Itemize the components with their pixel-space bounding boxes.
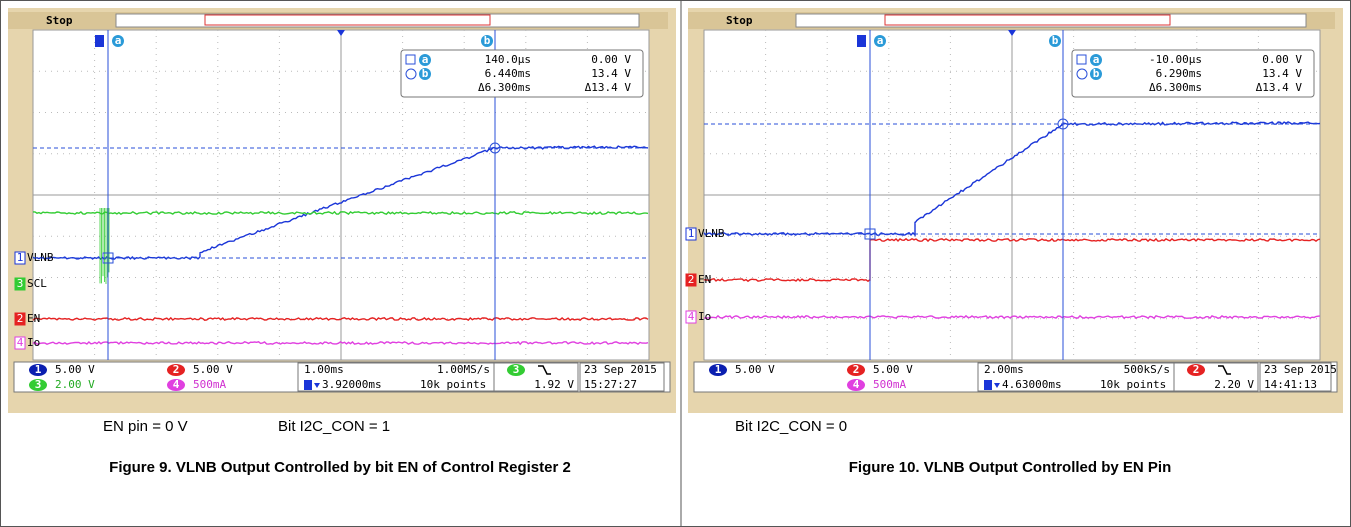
scale-id: 1 xyxy=(715,363,722,376)
readout-tag-label: a xyxy=(422,53,429,66)
trigger-channel: 3 xyxy=(513,363,520,376)
channel-number: 3 xyxy=(17,277,24,290)
status: Stop xyxy=(46,14,73,27)
readout-time: -10.00µs xyxy=(1149,53,1202,66)
cursor-tag-label: a xyxy=(877,34,884,47)
timebase: 1.00ms xyxy=(304,363,344,376)
scale-id: 2 xyxy=(173,363,180,376)
scale-value: 500mA xyxy=(193,378,226,391)
readout-volt: 0.00 V xyxy=(1262,53,1302,66)
trigger-level: 1.92 V xyxy=(534,378,574,391)
scale-value: 5.00 V xyxy=(873,363,913,376)
status: Stop xyxy=(726,14,753,27)
time: 15:27:27 xyxy=(584,378,637,391)
readout-volt: Δ13.4 V xyxy=(585,81,632,94)
scale-id: 1 xyxy=(35,363,42,376)
channel-label: EN xyxy=(698,273,711,286)
readout-tag-label: b xyxy=(1093,67,1100,80)
scale-id: 2 xyxy=(853,363,860,376)
position: 3.92000ms xyxy=(322,378,382,391)
readout-time: 140.0µs xyxy=(485,53,531,66)
channel-number: 2 xyxy=(17,312,24,325)
scale-id: 4 xyxy=(173,378,180,391)
readout-time: Δ6.300ms xyxy=(478,81,531,94)
readout-time: 6.440ms xyxy=(485,67,531,80)
date: 23 Sep 2015 xyxy=(1264,363,1337,376)
trigger-level: 2.20 V xyxy=(1214,378,1254,391)
condition-note: EN pin = 0 V xyxy=(103,418,188,435)
scale-value: 500mA xyxy=(873,378,906,391)
trigger-channel: 2 xyxy=(1193,363,1200,376)
readout-tag-label: b xyxy=(422,67,429,80)
date: 23 Sep 2015 xyxy=(584,363,657,376)
readout-volt: 13.4 V xyxy=(591,67,631,80)
condition-note: Bit I2C_CON = 1 xyxy=(278,418,390,435)
position: 4.63000ms xyxy=(1002,378,1062,391)
scale-id: 3 xyxy=(35,378,42,391)
trigger-tag xyxy=(857,35,866,47)
channel-label: EN xyxy=(27,312,40,325)
channel-number: 1 xyxy=(17,251,24,264)
timebase: 2.00ms xyxy=(984,363,1024,376)
scale-value: 5.00 V xyxy=(735,363,775,376)
trigger-tag xyxy=(95,35,104,47)
scale-id: 4 xyxy=(853,378,860,391)
channel-number: 4 xyxy=(688,310,695,323)
cursor-tag-label: b xyxy=(1052,34,1059,47)
scale-value: 5.00 V xyxy=(55,363,95,376)
channel-label: Io xyxy=(698,310,711,323)
scope-capture: Stop1VLNB3SCL2EN4Ioabab140.0µs0.00 V6.44… xyxy=(8,8,676,413)
channel-label: SCL xyxy=(27,277,47,290)
scale-value: 2.00 V xyxy=(55,378,95,391)
readout-volt: 13.4 V xyxy=(1262,67,1302,80)
condition-note: Bit I2C_CON = 0 xyxy=(735,418,847,435)
channel-number: 4 xyxy=(17,336,24,349)
time: 14:41:13 xyxy=(1264,378,1317,391)
channel-label: Io xyxy=(27,336,40,349)
scale-value: 5.00 V xyxy=(193,363,233,376)
scope-capture: Stop1VLNB2EN4Ioabab-10.00µs0.00 V6.290ms… xyxy=(686,8,1343,413)
readout-volt: Δ13.4 V xyxy=(1256,81,1303,94)
page: {"panels": [ {"figure": {"status": "Stop… xyxy=(0,0,1351,527)
cursor-tag-label: a xyxy=(115,34,122,47)
figure-caption: Figure 9. VLNB Output Controlled by bit … xyxy=(60,457,620,478)
channel-number: 2 xyxy=(688,273,695,286)
readout-tag-label: a xyxy=(1093,53,1100,66)
record-length: 10k points xyxy=(1100,378,1166,391)
sample-rate: 500kS/s xyxy=(1124,363,1170,376)
readout-volt: 0.00 V xyxy=(591,53,631,66)
readout-time: 6.290ms xyxy=(1156,67,1202,80)
record-length: 10k points xyxy=(420,378,486,391)
sample-rate: 1.00MS/s xyxy=(437,363,490,376)
figure-caption: Figure 10. VLNB Output Controlled by EN … xyxy=(700,457,1320,478)
cursor-tag-label: b xyxy=(484,34,491,47)
readout-time: Δ6.300ms xyxy=(1149,81,1202,94)
channel-number: 1 xyxy=(688,227,695,240)
figure-canvas: Stop1VLNB3SCL2EN4Ioabab140.0µs0.00 V6.44… xyxy=(0,0,1351,527)
